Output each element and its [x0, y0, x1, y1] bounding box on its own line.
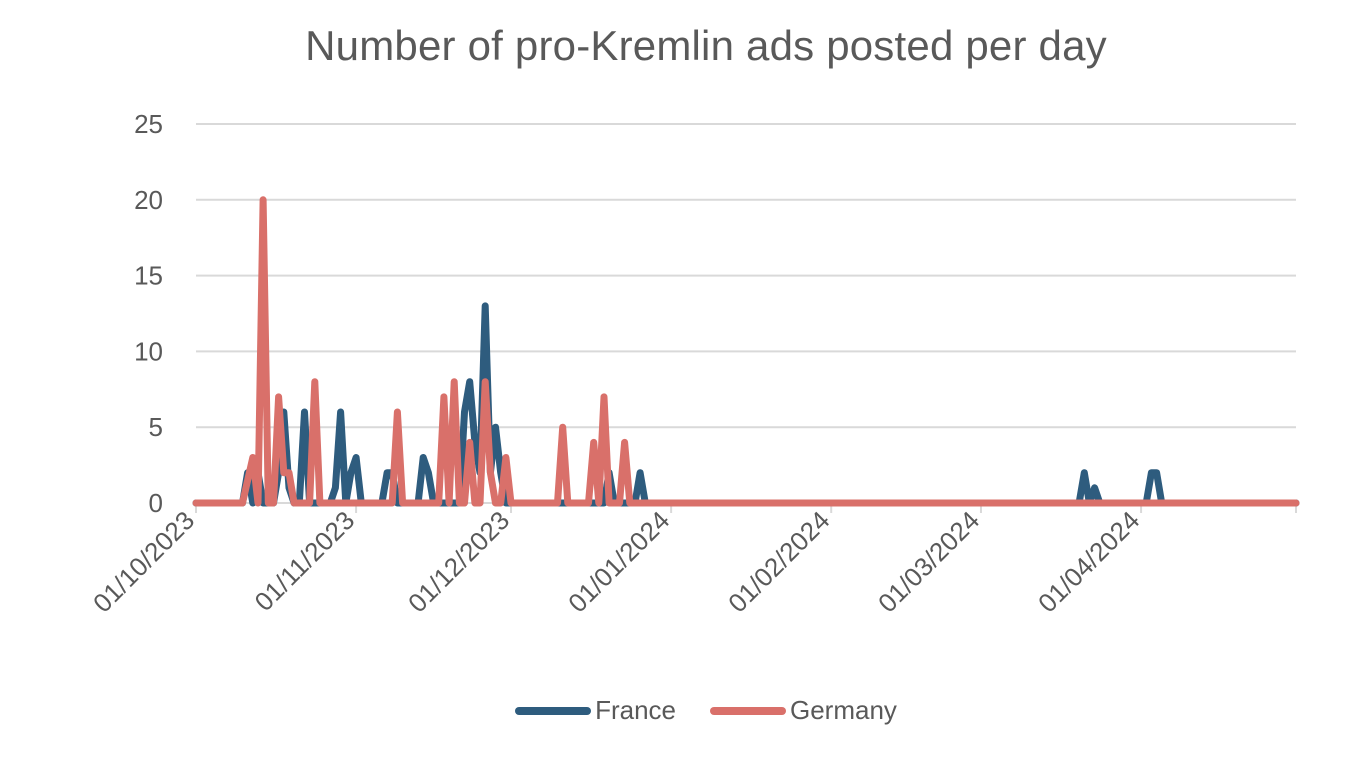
x-tick-label: 01/11/2023 [248, 505, 360, 617]
chart-title: Number of pro-Kremlin ads posted per day [305, 22, 1107, 69]
y-tick-label: 10 [134, 336, 163, 366]
y-tick-label: 0 [149, 488, 163, 518]
x-tick-label: 01/01/2024 [562, 505, 675, 618]
y-tick-label: 5 [149, 412, 163, 442]
x-tick-label: 01/12/2023 [402, 505, 515, 618]
y-tick-label: 20 [134, 185, 163, 215]
legend-label-france: France [595, 695, 676, 725]
x-tick-label: 01/03/2024 [872, 505, 985, 618]
x-tick-label: 01/04/2024 [1032, 505, 1145, 618]
y-tick-label: 25 [134, 109, 163, 139]
series-lines [192, 196, 1300, 507]
legend: France Germany [0, 695, 1352, 726]
grid-lines [196, 123, 1296, 429]
y-axis-ticks: 0 5 10 15 20 25 [134, 109, 163, 518]
legend-item-france: France [515, 695, 676, 726]
legend-swatch-france [515, 706, 592, 715]
legend-label-germany: Germany [790, 695, 897, 725]
y-tick-label: 15 [134, 261, 163, 291]
series-line-france [192, 302, 1300, 507]
series-line-germany [192, 196, 1300, 507]
legend-swatch-germany [710, 706, 786, 715]
x-tick-label: 01/02/2024 [722, 505, 835, 618]
legend-item-germany: Germany [710, 695, 897, 726]
x-axis: 01/10/2023 01/11/2023 01/12/2023 01/01/2024… [87, 502, 1297, 618]
x-tick-label: 01/10/2023 [87, 505, 200, 618]
